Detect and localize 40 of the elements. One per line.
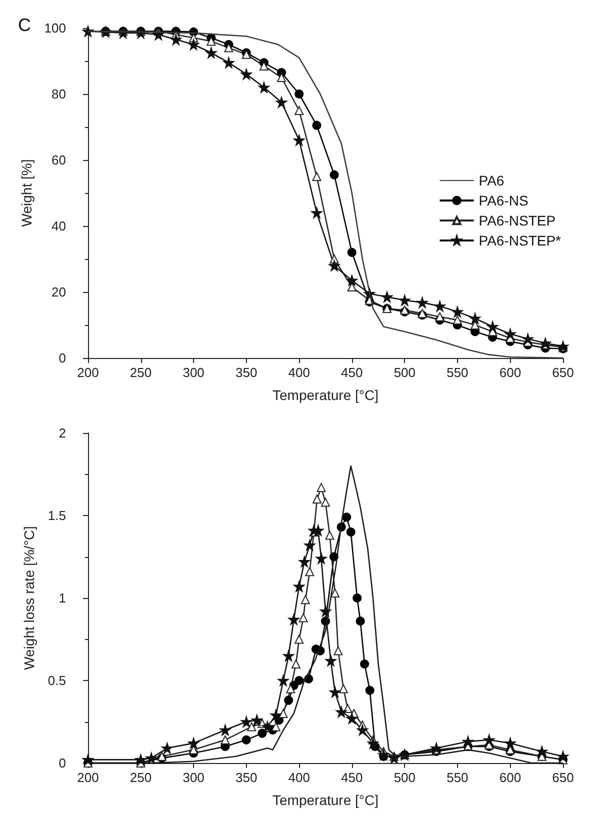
x-axis-title: Temperature [°C] — [272, 387, 378, 403]
legend-label: PA6-NSTEP — [478, 212, 556, 228]
x-tick-label: 550 — [446, 365, 468, 380]
x-tick-label: 400 — [288, 770, 310, 785]
x-tick-label: 300 — [182, 770, 204, 785]
legend-label: PA6 — [478, 172, 504, 188]
y-tick-label: 0.5 — [48, 673, 66, 688]
y-tick-label: 80 — [52, 86, 66, 102]
y-tick-label: 2 — [58, 426, 66, 440]
x-tick-label: 600 — [499, 365, 522, 380]
x-tick-label: 250 — [130, 770, 152, 785]
x-tick-label: 500 — [394, 770, 416, 785]
x-tick-label: 550 — [446, 770, 468, 785]
x-axis-title: Temperature [°C] — [272, 792, 378, 808]
x-tick-label: 600 — [499, 770, 522, 785]
x-tick-label: 400 — [288, 365, 310, 380]
x-tick-label: 350 — [235, 365, 258, 380]
y-tick-label: 20 — [52, 284, 66, 300]
y-tick-label: 60 — [52, 152, 66, 168]
y-axis-title: Weight loss rate [%/°C] — [21, 526, 37, 670]
y-tick-label: 40 — [52, 218, 66, 234]
x-tick-label: 200 — [77, 365, 99, 380]
x-tick-label: 500 — [394, 365, 416, 380]
y-tick-label: 1 — [58, 590, 66, 606]
x-tick-label: 450 — [341, 365, 363, 380]
x-tick-label: 450 — [341, 770, 363, 785]
text: C — [18, 15, 31, 35]
x-tick-label: 200 — [77, 770, 99, 785]
y-tick-label: 0 — [58, 350, 66, 366]
x-tick-label: 650 — [552, 770, 574, 785]
x-tick-label: 650 — [552, 365, 574, 380]
x-tick-label: 300 — [182, 365, 204, 380]
x-tick-label: 350 — [235, 770, 258, 785]
x-tick-label: 250 — [130, 365, 152, 380]
legend-label: PA6-NS — [478, 192, 528, 208]
y-axis-title: Weight [%] — [18, 159, 34, 227]
y-tick-label: 1.5 — [48, 508, 66, 523]
legend-label: PA6-NSTEP* — [478, 232, 562, 248]
y-tick-label: 0 — [58, 756, 66, 770]
y-tick-label: 100 — [44, 20, 66, 36]
